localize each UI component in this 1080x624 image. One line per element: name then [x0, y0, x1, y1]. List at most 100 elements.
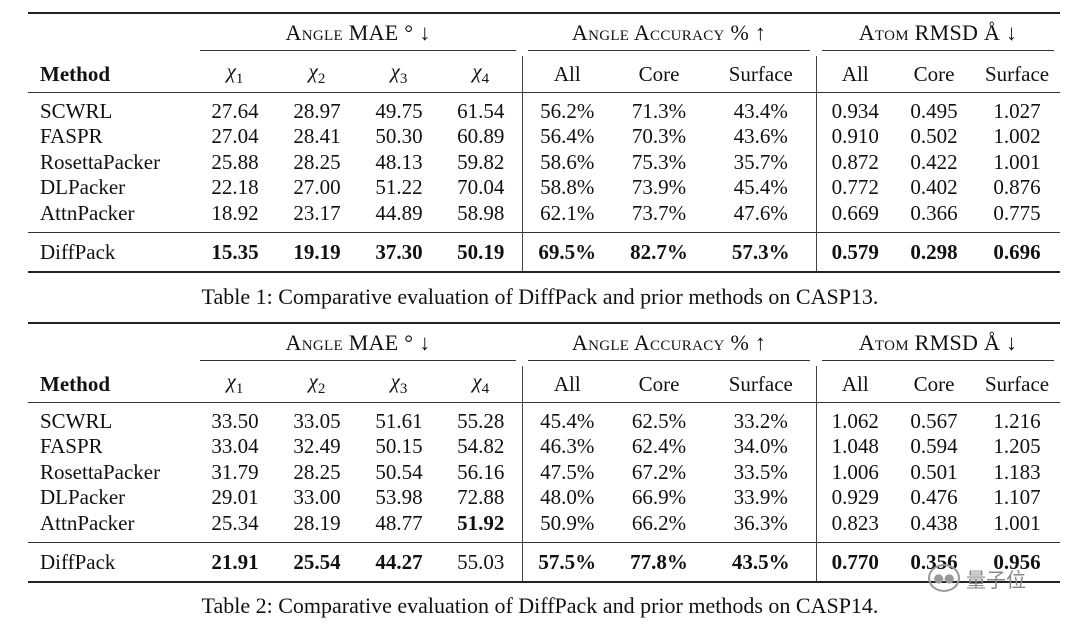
acc-surface-cell: 43.5% [731, 549, 790, 574]
acc-surface-cell: 33.2% [733, 409, 788, 433]
chi1-cell: 27.64 [211, 99, 259, 123]
rmsd-all-cell: 0.929 [815, 485, 895, 511]
chi3-cell: 48.77 [375, 510, 423, 535]
header-method: Method [40, 61, 110, 86]
method-cell: SCWRL [40, 99, 113, 123]
rmsd-core-cell: 0.402 [910, 175, 958, 200]
acc-surface-cell: 43.4% [733, 99, 788, 123]
rmsd-core-cell: 0.298 [910, 239, 958, 264]
results-table-casp14: Angle MAE ° ↓ Angle Accuracy % ↑ Atom RM… [28, 322, 1061, 583]
chi1-cell: 15.35 [211, 239, 259, 264]
chi2-cell: 23.17 [293, 200, 341, 225]
method-cell: FASPR [40, 124, 103, 149]
chi2-cell: 25.54 [293, 549, 341, 574]
group-header-angle-accuracy: Angle Accuracy % ↑ [522, 322, 817, 366]
method-cell: SCWRL [40, 409, 113, 433]
chi3-cell: 50.15 [375, 434, 423, 459]
header-rmsd-core: Core [913, 371, 955, 396]
acc-core-cell: 67.2% [631, 459, 687, 484]
header-rmsd-all: All [815, 366, 895, 403]
chi2-cell: 28.97 [293, 99, 341, 123]
group-header-angle-mae: Angle MAE ° ↓ [194, 12, 523, 56]
header-acc-surface: Surface [728, 61, 793, 86]
acc-all-cell: 48.0% [521, 485, 613, 511]
acc-core-cell: 70.3% [631, 124, 687, 149]
chi3-cell: 51.61 [375, 409, 423, 433]
acc-all-cell: 57.5% [521, 542, 613, 582]
acc-surface-cell: 33.5% [733, 459, 788, 484]
acc-all-cell: 69.5% [521, 232, 613, 272]
chi3-cell: 50.54 [375, 459, 423, 484]
acc-core-cell: 75.3% [631, 149, 687, 174]
chi1-cell: 33.50 [211, 409, 259, 433]
acc-core-cell: 77.8% [630, 549, 688, 574]
method-cell: RosettaPacker [40, 149, 161, 174]
acc-all-cell: 58.8% [521, 175, 613, 201]
acc-surface-cell: 34.0% [733, 434, 788, 459]
rmsd-core-cell: 0.476 [910, 485, 958, 510]
rmsd-surface-cell: 1.107 [993, 485, 1041, 510]
acc-surface-cell: 57.3% [731, 239, 790, 264]
blank-header [28, 12, 194, 56]
acc-all-cell: 56.2% [521, 92, 613, 124]
method-cell: RosettaPacker [40, 459, 161, 484]
rmsd-all-cell: 0.872 [815, 149, 895, 175]
method-cell: DiffPack [40, 549, 116, 574]
chi1-cell: 25.88 [211, 149, 259, 174]
acc-surface-cell: 36.3% [733, 510, 788, 535]
chi2-cell: 33.05 [293, 409, 341, 433]
rmsd-surface-cell: 1.002 [993, 124, 1041, 149]
rmsd-surface-cell: 1.205 [993, 434, 1041, 459]
acc-all-cell: 50.9% [521, 510, 613, 543]
rmsd-core-cell: 0.495 [910, 99, 958, 123]
method-cell: DLPacker [40, 175, 126, 200]
rmsd-surface-cell: 1.216 [993, 409, 1041, 433]
chi1-cell: 29.01 [211, 485, 259, 510]
acc-core-cell: 66.9% [631, 485, 687, 510]
method-cell: DLPacker [40, 485, 126, 510]
acc-surface-cell: 43.6% [733, 124, 788, 149]
header-chi2: χ2 [308, 59, 326, 88]
chi2-cell: 27.00 [293, 175, 341, 200]
chi1-cell: 22.18 [211, 175, 259, 200]
group-header-angle-accuracy: Angle Accuracy % ↑ [522, 12, 817, 56]
acc-all-cell: 58.6% [521, 149, 613, 175]
acc-surface-cell: 47.6% [733, 200, 788, 225]
rmsd-all-cell: 0.772 [815, 175, 895, 201]
chi4-cell: 55.03 [457, 549, 505, 574]
rmsd-surface-cell: 0.956 [993, 549, 1041, 574]
chi3-cell: 49.75 [375, 99, 423, 123]
chi4-cell: 56.16 [457, 459, 505, 484]
acc-core-cell: 62.4% [631, 434, 687, 459]
chi4-cell: 50.19 [457, 239, 505, 264]
blank-header [28, 322, 194, 366]
acc-core-cell: 82.7% [630, 239, 688, 264]
table-row: DLPacker 22.18 27.00 51.22 70.04 58.8% 7… [28, 175, 1060, 201]
chi1-cell: 31.79 [211, 459, 259, 484]
chi4-cell: 55.28 [457, 409, 505, 433]
header-rmsd-all: All [815, 56, 895, 93]
rmsd-all-cell: 0.823 [815, 510, 895, 543]
rmsd-surface-cell: 1.001 [993, 149, 1041, 174]
watermark-text: 量子位 [966, 567, 1026, 592]
chi3-cell: 37.30 [375, 239, 423, 264]
acc-all-cell: 56.4% [521, 124, 613, 150]
acc-core-cell: 62.5% [631, 409, 687, 433]
chi4-cell: 61.54 [457, 99, 505, 123]
rmsd-core-cell: 0.438 [910, 510, 958, 535]
header-chi4: χ4 [472, 59, 490, 88]
rmsd-core-cell: 0.502 [910, 124, 958, 149]
diffpack-row: DiffPack 21.91 25.54 44.27 55.03 57.5% 7… [28, 542, 1061, 582]
chi4-cell: 51.92 [457, 510, 505, 535]
acc-surface-cell: 33.9% [733, 485, 788, 510]
acc-core-cell: 73.7% [631, 200, 687, 225]
table-row: RosettaPacker 25.88 28.25 48.13 59.82 58… [28, 149, 1060, 175]
chi1-cell: 18.92 [211, 200, 259, 225]
acc-all-cell: 62.1% [521, 200, 613, 233]
chi3-cell: 51.22 [375, 175, 423, 200]
table-row: RosettaPacker 31.79 28.25 50.54 56.16 47… [28, 459, 1060, 485]
header-acc-all: All [521, 56, 613, 93]
chi2-cell: 28.41 [293, 124, 341, 149]
chi1-cell: 21.91 [211, 549, 259, 574]
chi4-cell: 60.89 [457, 124, 505, 149]
